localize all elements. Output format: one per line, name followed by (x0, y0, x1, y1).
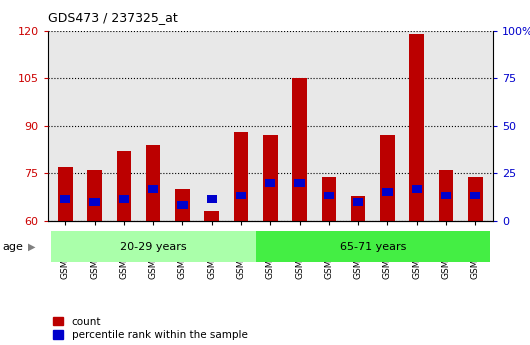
Text: 20-29 years: 20-29 years (120, 242, 187, 252)
Bar (468, 177, 483, 221)
Bar (324, 191, 334, 199)
Legend: count, percentile rank within the sample: count, percentile rank within the sample (53, 317, 248, 340)
Bar (470, 191, 481, 199)
Bar (175, 189, 190, 221)
Text: age: age (3, 242, 23, 252)
Bar (351, 196, 366, 221)
Bar (178, 201, 188, 209)
Bar (263, 136, 278, 221)
Bar (382, 188, 393, 196)
Bar (412, 185, 422, 193)
Text: GDS473 / 237325_at: GDS473 / 237325_at (48, 11, 178, 24)
Bar (207, 195, 217, 203)
Bar (255, 231, 490, 262)
Bar (292, 79, 307, 221)
Text: 65-71 years: 65-71 years (340, 242, 406, 252)
Bar (439, 170, 453, 221)
Bar (322, 177, 336, 221)
Bar (380, 136, 395, 221)
Bar (409, 34, 424, 221)
Bar (119, 195, 129, 203)
Bar (353, 198, 363, 206)
Bar (295, 179, 305, 187)
Bar (58, 167, 73, 221)
Bar (236, 191, 246, 199)
Bar (87, 170, 102, 221)
Bar (205, 211, 219, 221)
Bar (117, 151, 131, 221)
Bar (441, 191, 451, 199)
Bar (146, 145, 161, 221)
Bar (265, 179, 276, 187)
Text: ▶: ▶ (28, 242, 35, 252)
Bar (148, 185, 158, 193)
Bar (60, 195, 70, 203)
Bar (51, 231, 255, 262)
Bar (234, 132, 249, 221)
Bar (90, 198, 100, 206)
